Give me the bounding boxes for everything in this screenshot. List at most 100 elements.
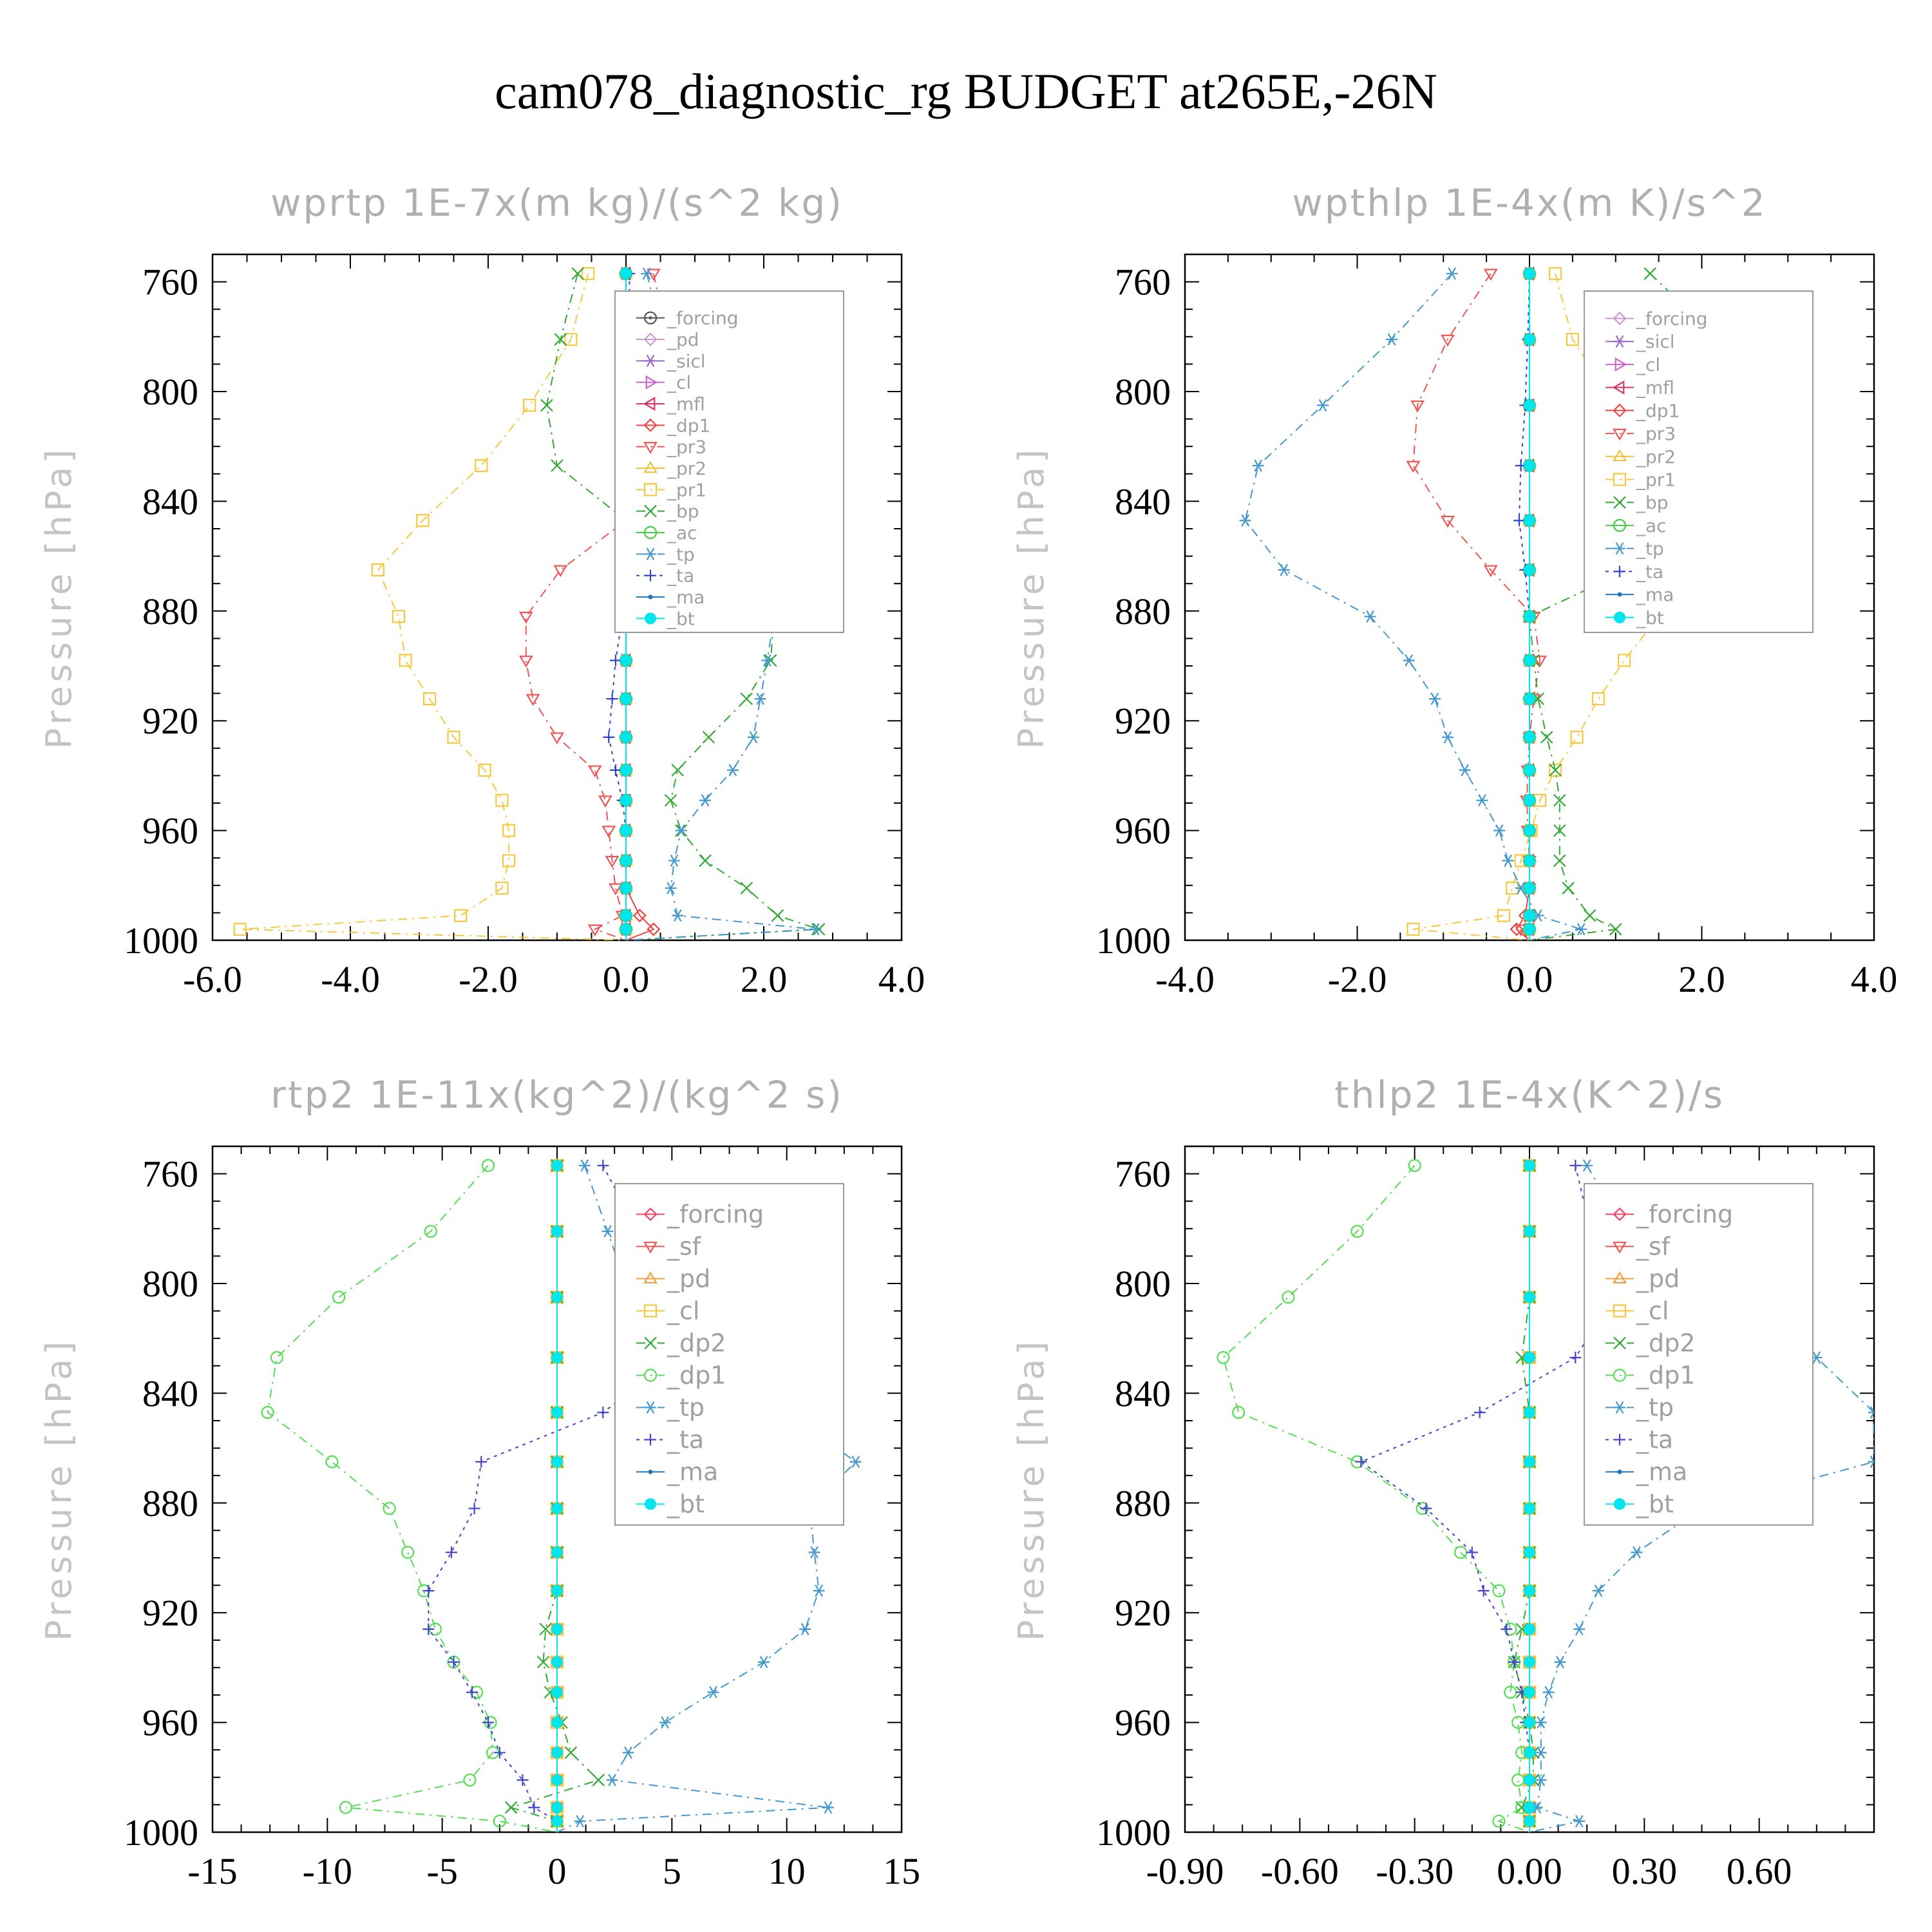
y-tick-label: 920 bbox=[142, 1592, 198, 1634]
data-point bbox=[422, 1585, 435, 1597]
data-point bbox=[551, 1623, 563, 1635]
series-line bbox=[1529, 1165, 1874, 1832]
y-tick-label: 840 bbox=[142, 480, 198, 522]
data-point bbox=[1364, 610, 1376, 623]
data-point bbox=[1476, 794, 1488, 807]
legend-marker bbox=[645, 1498, 656, 1510]
y-tick-label: 800 bbox=[1115, 371, 1171, 413]
series_ta bbox=[1355, 1159, 1620, 1832]
data-point bbox=[1524, 611, 1535, 623]
y-tick-label: 760 bbox=[1115, 261, 1171, 303]
legend-marker bbox=[643, 526, 658, 540]
data-point bbox=[1492, 1814, 1506, 1828]
legend-marker bbox=[1614, 1401, 1625, 1414]
data-point bbox=[665, 882, 677, 895]
legend-marker bbox=[648, 594, 653, 600]
legend-marker bbox=[643, 1368, 658, 1382]
y-tick-label: 800 bbox=[142, 1263, 198, 1305]
data-point bbox=[270, 1350, 283, 1365]
series_dp1 bbox=[261, 1159, 558, 1832]
legend-marker bbox=[1617, 592, 1622, 597]
data-point bbox=[1524, 731, 1535, 743]
legend-label: _ta bbox=[667, 565, 694, 587]
data-point bbox=[1441, 731, 1454, 744]
panel-2: wpthlp 1E-4x(m K)/s^2 Pressure [hPa] 760 80… bbox=[1011, 181, 1897, 1000]
legend-marker bbox=[644, 504, 657, 518]
legend-marker bbox=[1613, 1304, 1627, 1318]
legend-label: _mfl bbox=[667, 393, 705, 415]
data-point bbox=[740, 882, 753, 895]
legend-label: _sicl bbox=[1636, 331, 1675, 352]
series-line bbox=[509, 1165, 600, 1832]
data-point bbox=[551, 1455, 563, 1468]
data-point bbox=[620, 824, 632, 837]
y-tick-label: 760 bbox=[142, 261, 198, 303]
data-point bbox=[493, 1814, 506, 1828]
data-point bbox=[1493, 824, 1506, 837]
data-point bbox=[1524, 1747, 1535, 1759]
legend-label: _dp1 bbox=[667, 1361, 726, 1390]
data-point bbox=[1524, 654, 1535, 667]
data-point bbox=[551, 1406, 563, 1419]
legend: _forcing_sicl_cl_mfl_dp1_pr3_pr2_pr1_bp_… bbox=[1584, 290, 1814, 633]
data-point bbox=[726, 764, 739, 777]
legend-marker bbox=[1612, 380, 1625, 395]
data-point bbox=[1553, 854, 1566, 867]
x-tick-label: -2.0 bbox=[1328, 958, 1387, 1000]
data-point bbox=[551, 1815, 563, 1827]
data-point bbox=[1535, 1746, 1547, 1759]
legend-marker bbox=[643, 1271, 658, 1283]
data-point bbox=[478, 763, 491, 777]
data-point bbox=[1232, 1406, 1245, 1419]
data-point bbox=[551, 459, 564, 472]
data-point bbox=[1459, 764, 1471, 777]
data-point bbox=[1524, 267, 1535, 279]
data-point bbox=[668, 854, 680, 867]
data-point bbox=[1609, 923, 1622, 936]
data-point bbox=[528, 1801, 540, 1814]
legend-label: _forcing bbox=[667, 1200, 764, 1229]
data-point bbox=[771, 909, 784, 922]
data-point bbox=[1511, 1773, 1525, 1787]
y-tick-label: 760 bbox=[142, 1153, 198, 1195]
legend-box bbox=[614, 1183, 844, 1526]
data-point bbox=[664, 793, 677, 807]
data-point bbox=[466, 1686, 478, 1698]
data-point bbox=[475, 1455, 488, 1468]
data-point bbox=[1524, 1352, 1535, 1364]
legend-label: _forcing bbox=[667, 308, 739, 329]
x-tick-label: -5 bbox=[427, 1850, 458, 1892]
data-point bbox=[539, 1622, 552, 1636]
data-point bbox=[551, 1686, 563, 1698]
data-point bbox=[495, 793, 509, 807]
data-point bbox=[1549, 763, 1562, 777]
data-point bbox=[609, 654, 621, 667]
data-point bbox=[1477, 1585, 1490, 1597]
data-point bbox=[482, 1716, 494, 1728]
data-point bbox=[1524, 1716, 1535, 1728]
legend-label: _sf bbox=[1636, 1233, 1671, 1261]
x-tick-label: 0.0 bbox=[603, 958, 650, 1000]
data-point bbox=[1278, 564, 1290, 576]
data-point bbox=[550, 732, 564, 744]
x-tick-label: -0.60 bbox=[1261, 1850, 1339, 1892]
data-point bbox=[799, 1623, 811, 1636]
series_dp1 bbox=[1217, 1159, 1530, 1832]
data-point bbox=[1524, 334, 1535, 346]
data-point bbox=[1524, 794, 1535, 806]
data-point bbox=[1643, 267, 1657, 280]
legend-label: _dp2 bbox=[667, 1329, 726, 1358]
data-point bbox=[261, 1406, 274, 1419]
data-point bbox=[574, 1815, 586, 1828]
series-group bbox=[1217, 1158, 1874, 1832]
legend-marker bbox=[648, 1470, 653, 1474]
data-point bbox=[1566, 332, 1579, 346]
data-point bbox=[551, 1747, 563, 1759]
x-tick-label: 5 bbox=[663, 1850, 681, 1892]
y-tick-label: 1000 bbox=[1096, 920, 1171, 961]
data-point bbox=[371, 563, 384, 577]
legend-marker bbox=[644, 1336, 657, 1350]
data-point bbox=[598, 795, 612, 808]
legend-label: _dp1 bbox=[1636, 1361, 1695, 1390]
data-point bbox=[1524, 882, 1535, 895]
